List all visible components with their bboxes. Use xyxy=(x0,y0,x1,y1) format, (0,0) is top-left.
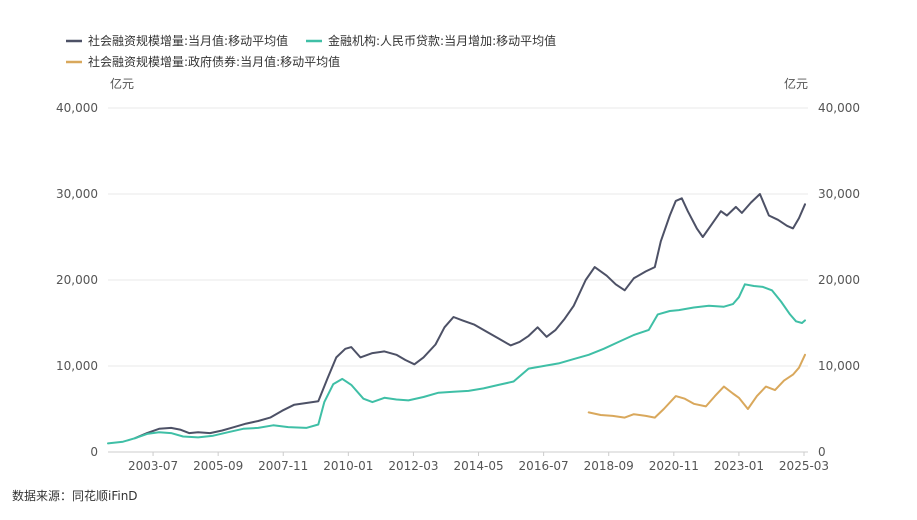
legend-label: 金融机构:人民币贷款:当月增加:移动平均值 xyxy=(328,33,556,48)
left-tick-label: 30,000 xyxy=(56,187,98,201)
right-tick-label: 10,000 xyxy=(818,359,860,373)
right-tick-label: 30,000 xyxy=(818,187,860,201)
x-tick-label: 2012-03 xyxy=(388,459,438,473)
series-line-2 xyxy=(107,283,806,445)
x-tick-label: 2003-07 xyxy=(128,459,178,473)
x-tick-label: 2020-11 xyxy=(649,459,699,473)
grid-lines xyxy=(108,107,808,453)
left-tick-label: 0 xyxy=(90,445,98,459)
series-lines xyxy=(107,193,806,445)
right-axis-ticks: 0 10,000 20,000 30,000 40,000 xyxy=(818,101,860,459)
right-axis-unit: 亿元 xyxy=(784,76,808,91)
left-axis-ticks: 0 10,000 20,000 30,000 40,000 xyxy=(56,101,98,459)
legend: 社会融资规模增量:当月值:移动平均值 金融机构:人民币贷款:当月增加:移动平均值社… xyxy=(66,33,556,69)
right-tick-label: 0 xyxy=(818,445,826,459)
series-line-1 xyxy=(134,193,806,440)
x-axis-ticks: 2003-07 2005-09 2007-11 2010-01 2012-03 2014-… xyxy=(128,452,829,473)
left-tick-label: 20,000 xyxy=(56,273,98,287)
x-tick-label: 2014-05 xyxy=(453,459,503,473)
left-axis-unit: 亿元 xyxy=(110,76,134,91)
x-tick-label: 2005-09 xyxy=(193,459,243,473)
x-tick-label: 2018-09 xyxy=(584,459,634,473)
left-tick-label: 40,000 xyxy=(56,101,98,115)
x-tick-label: 2007-11 xyxy=(258,459,308,473)
legend-item: 社会融资规模增量:当月值:移动平均值 xyxy=(66,33,288,48)
left-tick-label: 10,000 xyxy=(56,359,98,373)
legend-item: 社会融资规模增量:政府债券:当月值:移动平均值 xyxy=(66,54,340,69)
legend-label: 社会融资规模增量:当月值:移动平均值 xyxy=(88,33,288,48)
x-tick-label: 2023-01 xyxy=(714,459,764,473)
legend-item: 金融机构:人民币贷款:当月增加:移动平均值 xyxy=(306,33,556,48)
right-tick-label: 20,000 xyxy=(818,273,860,287)
x-tick-label: 2025-03 xyxy=(779,459,829,473)
x-tick-label: 2016-07 xyxy=(519,459,569,473)
x-tick-label: 2010-01 xyxy=(323,459,373,473)
series-line-3 xyxy=(587,353,806,419)
legend-label: 社会融资规模增量:政府债券:当月值:移动平均值 xyxy=(88,54,340,69)
data-source: 数据来源：同花顺iFinD xyxy=(12,488,138,503)
right-tick-label: 40,000 xyxy=(818,101,860,115)
